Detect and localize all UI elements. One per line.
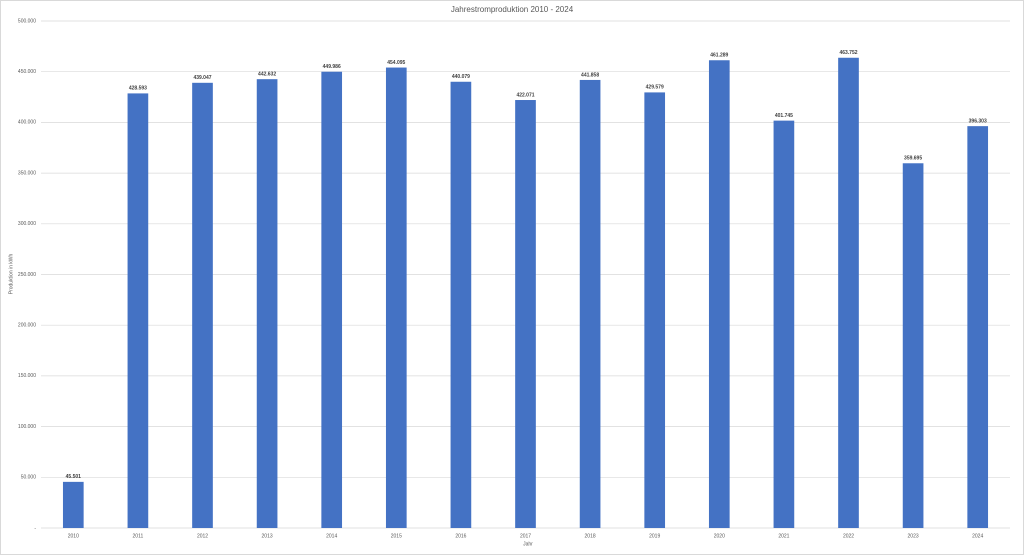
bar xyxy=(838,57,859,529)
x-tick-label: 2012 xyxy=(197,533,208,539)
x-tick-label: 2024 xyxy=(972,533,983,539)
value-label: 442.632 xyxy=(258,71,276,77)
value-label: 45.501 xyxy=(66,474,82,480)
x-tick-label: 2020 xyxy=(714,533,725,539)
value-label: 440.079 xyxy=(452,74,470,80)
y-tick-label: 50.000 xyxy=(21,475,37,481)
y-axis-label: Produktion in kWh xyxy=(8,253,14,294)
bar xyxy=(192,82,213,529)
value-label: 463.752 xyxy=(839,50,857,56)
value-label: 401.745 xyxy=(775,113,793,119)
x-tick-label: 2021 xyxy=(778,533,789,539)
x-tick-label: 2023 xyxy=(908,533,919,539)
bar xyxy=(450,81,472,529)
x-tick-label: 2013 xyxy=(262,533,273,539)
value-label: 359.695 xyxy=(904,156,922,162)
value-label: 422.071 xyxy=(516,92,534,98)
x-tick-label: 2019 xyxy=(649,533,660,539)
value-label: 429.579 xyxy=(646,85,664,91)
y-tick-label: 250.000 xyxy=(18,272,36,278)
y-tick-label: 350.000 xyxy=(18,170,36,176)
value-label: 461.289 xyxy=(710,53,728,59)
chart-title: Jahrestromproduktion 2010 - 2024 xyxy=(451,5,574,14)
value-label: 439.047 xyxy=(193,75,211,81)
y-tick-label: 100.000 xyxy=(18,424,36,430)
x-tick-label: 2010 xyxy=(68,533,79,539)
bar xyxy=(967,126,989,529)
bar xyxy=(708,60,730,528)
x-tick-label: 2014 xyxy=(326,533,337,539)
bar xyxy=(515,100,536,528)
x-tick-label: 2022 xyxy=(843,533,854,539)
bar xyxy=(127,93,149,528)
x-tick-label: 2016 xyxy=(455,533,466,539)
y-tick-label: 150.000 xyxy=(18,373,36,379)
bar xyxy=(773,120,795,529)
bar xyxy=(62,481,84,528)
x-axis-label: Jahr xyxy=(523,541,533,547)
y-tick-label: - xyxy=(34,525,36,531)
value-label: 454.095 xyxy=(387,60,405,66)
bar xyxy=(579,79,601,528)
bar xyxy=(644,92,666,528)
y-tick-label: 400.000 xyxy=(18,120,36,126)
x-tick-label: 2011 xyxy=(133,533,144,539)
x-tick-label: 2018 xyxy=(585,533,596,539)
value-label: 396.303 xyxy=(969,118,987,124)
y-tick-label: 200.000 xyxy=(18,323,36,329)
value-label: 449.986 xyxy=(323,64,341,70)
value-label: 428.593 xyxy=(129,86,147,92)
bar xyxy=(385,67,407,528)
bar xyxy=(256,79,278,529)
value-label: 441.858 xyxy=(581,72,599,78)
y-tick-label: 500.000 xyxy=(18,18,36,24)
x-tick-label: 2015 xyxy=(391,533,402,539)
bar xyxy=(902,163,924,528)
y-tick-label: 450.000 xyxy=(18,69,36,75)
x-tick-label: 2017 xyxy=(520,533,531,539)
y-tick-label: 300.000 xyxy=(18,221,36,227)
bar xyxy=(321,71,343,528)
